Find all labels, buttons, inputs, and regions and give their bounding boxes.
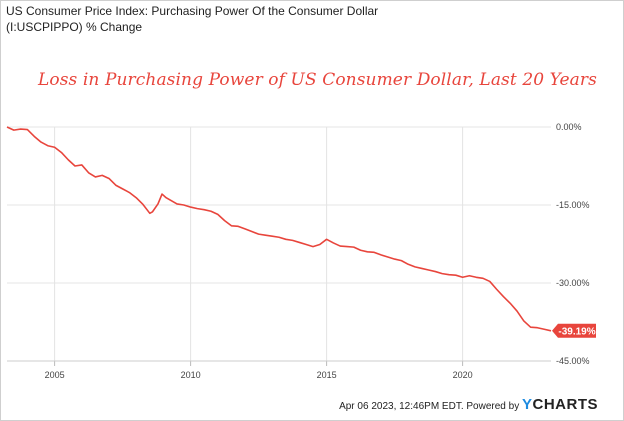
chart-title: US Consumer Price Index: Purchasing Powe… [6, 4, 379, 34]
y-tick-label: -15.00% [556, 200, 590, 210]
chart-annotation: Loss in Purchasing Power of US Consumer … [38, 70, 597, 90]
ycharts-logo-text: CHARTS [532, 396, 598, 413]
x-tick-label: 2010 [181, 370, 201, 380]
y-tick-label: -30.00% [556, 278, 590, 288]
x-tick-label: 2020 [453, 370, 473, 380]
chart-footer: Apr 06 2023, 12:46PM EDT. Powered by YCH… [339, 396, 598, 413]
x-tick-label: 2015 [317, 370, 337, 380]
last-value-badge [552, 323, 596, 338]
x-tick-label: 2005 [45, 370, 65, 380]
y-tick-label: -45.00% [556, 356, 590, 366]
footer-timestamp: Apr 06 2023, 12:46PM EDT. [339, 401, 464, 412]
last-value-label: -39.19% [558, 326, 595, 337]
series-line [6, 126, 552, 332]
ycharts-logo-y: Y [521, 396, 533, 413]
ycharts-logo[interactable]: YCHARTS [522, 396, 598, 413]
footer-powered-by: Powered by [466, 401, 520, 412]
y-tick-label: 0.00% [556, 122, 582, 132]
